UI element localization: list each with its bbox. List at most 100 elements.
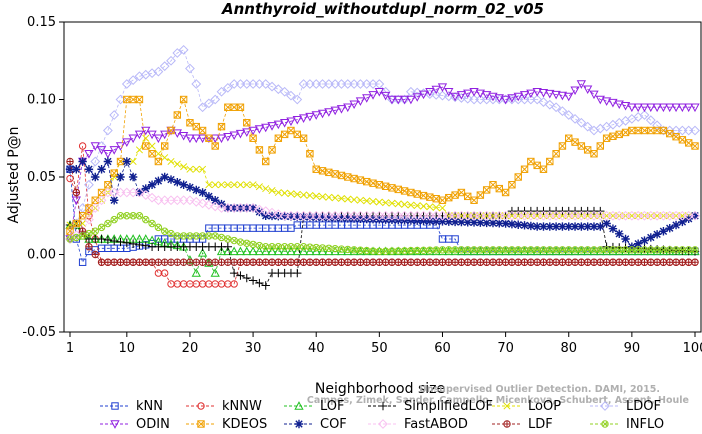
data-point [128, 134, 138, 144]
data-point [293, 258, 301, 266]
data-point [141, 184, 150, 193]
data-point [350, 196, 358, 204]
data-point [431, 246, 441, 256]
legend-label: LOF [320, 399, 345, 414]
legend: kNN kNNW LOF SimplifiedLOF LoOP LDOF ODIN KDEOS… [100, 399, 664, 432]
data-point [154, 223, 163, 232]
data-point [526, 89, 536, 99]
data-point [690, 210, 700, 221]
data-point [255, 278, 264, 288]
data-point [91, 250, 99, 259]
data-point [406, 246, 416, 256]
data-point [513, 92, 523, 102]
data-point [273, 84, 284, 95]
data-point [425, 88, 435, 97]
data-point [336, 105, 347, 114]
data-point [639, 110, 650, 120]
data-point [356, 196, 364, 204]
data-point [520, 165, 529, 173]
data-point [78, 142, 87, 150]
data-point [356, 214, 365, 224]
series-LDOF [65, 44, 700, 244]
data-point [343, 103, 353, 113]
data-point [197, 102, 208, 113]
data-point [198, 126, 207, 135]
data-point [280, 243, 289, 251]
data-point [72, 219, 81, 228]
data-point [482, 218, 491, 228]
data-point [363, 258, 371, 266]
data-point [350, 174, 358, 183]
data-point [248, 276, 258, 285]
data-point [476, 258, 485, 266]
data-point [261, 123, 271, 133]
legend-item-LoOP: LoOP [492, 399, 561, 414]
data-point [292, 246, 302, 256]
data-point [161, 154, 169, 162]
data-point [432, 258, 440, 266]
data-point [129, 157, 137, 166]
data-point [343, 214, 352, 223]
data-point [128, 187, 139, 198]
data-point [551, 90, 561, 100]
data-point [482, 258, 491, 266]
data-point [235, 246, 246, 256]
data-point [609, 132, 617, 141]
legend-label: INFLO [626, 417, 664, 432]
legend-marker [503, 420, 511, 428]
data-point [153, 195, 164, 206]
data-point [532, 94, 543, 105]
data-point [407, 201, 415, 209]
data-point [609, 258, 617, 266]
data-point [381, 182, 390, 191]
legend-label: kNNW [222, 399, 262, 414]
data-point [229, 203, 240, 213]
data-point [570, 86, 580, 96]
legend-label: SimplifiedLOF [404, 399, 493, 414]
data-point [596, 222, 605, 231]
data-point [241, 203, 252, 213]
data-point [677, 103, 688, 113]
legend-item-kNNW: kNNW [186, 399, 262, 414]
data-point [211, 181, 219, 189]
data-point [311, 111, 321, 120]
data-point [349, 100, 359, 109]
data-point [268, 146, 276, 154]
data-point [210, 268, 220, 277]
data-point [267, 211, 277, 221]
data-point [451, 191, 459, 199]
data-point [84, 165, 94, 174]
data-point [407, 258, 415, 266]
data-point [142, 134, 150, 142]
data-point [274, 258, 283, 266]
data-point [356, 176, 365, 184]
legend-item-KDEOS: KDEOS [186, 417, 267, 432]
y-axis-label: Adjusted P@n [6, 126, 22, 223]
data-point [299, 212, 308, 222]
data-point [65, 165, 75, 174]
data-point [450, 210, 461, 221]
data-point [78, 258, 87, 266]
data-point [97, 165, 106, 174]
data-point [426, 193, 434, 201]
data-point [525, 94, 536, 105]
data-point [141, 241, 150, 250]
data-point [683, 125, 694, 136]
data-point [159, 61, 170, 72]
data-point [431, 210, 442, 221]
data-point [615, 130, 623, 139]
legend-item-ODIN: ODIN [100, 417, 170, 432]
data-point [78, 157, 87, 166]
data-point [412, 246, 422, 256]
x-tick-label: 30 [245, 341, 262, 356]
data-point [525, 210, 536, 221]
series-KDEOS [66, 95, 699, 235]
data-point [583, 85, 593, 95]
data-point [287, 190, 295, 198]
y-axis: -0.05 0.00 0.05 0.10 0.15 [22, 15, 64, 340]
data-point [350, 258, 358, 266]
data-point [690, 125, 700, 136]
data-point [255, 207, 264, 217]
data-point [325, 168, 333, 177]
data-point [514, 258, 522, 266]
